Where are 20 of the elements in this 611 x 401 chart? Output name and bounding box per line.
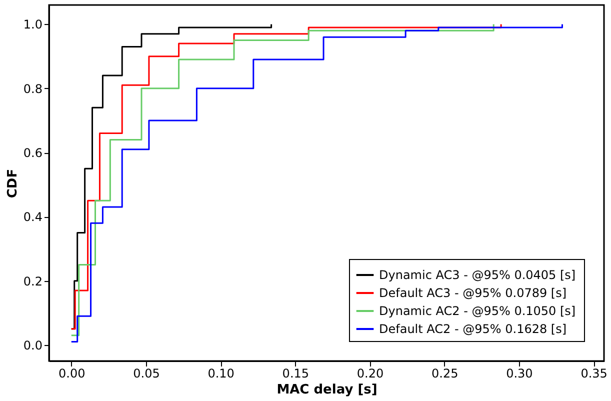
x-tick-label: 0.10 <box>208 366 234 380</box>
y-tick-label: 0.6 <box>23 146 42 160</box>
legend-label: Dynamic AC2 - @95% 0.1050 [s] <box>379 304 576 318</box>
legend-label: Default AC2 - @95% 0.1628 [s] <box>379 322 567 336</box>
x-tick-label: 0.35 <box>580 366 608 380</box>
y-tick-label: 0.4 <box>23 210 42 224</box>
y-tick-label: 0.0 <box>23 338 42 352</box>
x-tick-label: 0.30 <box>506 366 533 380</box>
x-tick-label: 0.15 <box>282 366 310 380</box>
x-tick-label: 0.20 <box>356 366 384 380</box>
x-tick-label: 0.05 <box>133 366 160 380</box>
legend-label: Default AC3 - @95% 0.0789 [s] <box>379 286 567 300</box>
y-tick-label: 0.2 <box>23 274 42 288</box>
x-tick-label: 0.00 <box>58 366 86 380</box>
x-axis-title: MAC delay [s] <box>276 382 378 398</box>
x-tick-label: 0.25 <box>432 366 458 380</box>
y-tick-label: 0.8 <box>23 82 42 96</box>
legend-label: Dynamic AC3 - @95% 0.0405 [s] <box>379 268 576 282</box>
y-tick-label: 1.0 <box>23 18 42 32</box>
y-axis-title: CDF <box>5 168 20 198</box>
